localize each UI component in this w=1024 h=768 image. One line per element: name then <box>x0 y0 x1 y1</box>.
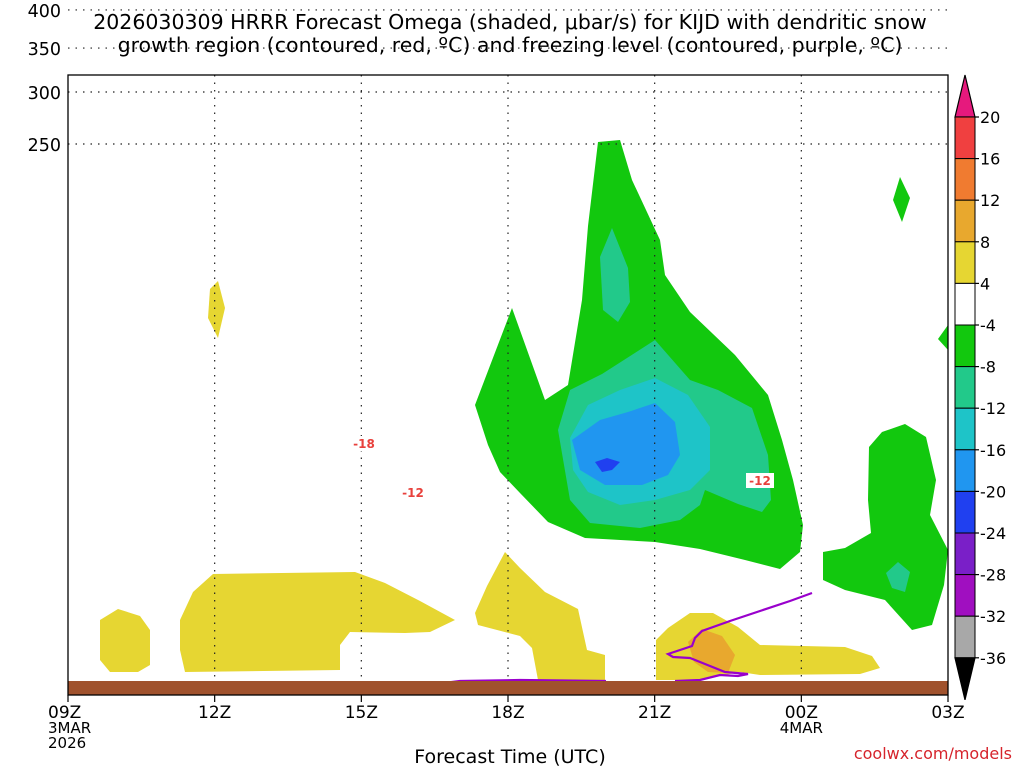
colorbar-swatch <box>954 366 976 409</box>
x-tick-label: 09Z <box>48 703 81 723</box>
plot-frame <box>67 74 949 696</box>
credit-text: coolwx.com/models <box>854 744 1012 763</box>
colorbar-swatch <box>954 324 976 368</box>
omega-region-ascent-small-1 <box>893 177 910 222</box>
colorbar-label: -28 <box>980 566 1006 585</box>
colorbar-label: -20 <box>980 482 1006 501</box>
colorbar-label: -32 <box>980 607 1006 626</box>
omega-region-ascent-east <box>823 424 948 630</box>
x-tick-label: 12Z <box>198 703 231 723</box>
x-tick-label: 18Z <box>491 703 524 723</box>
omega-region-positive-1 <box>100 609 150 672</box>
omega-region-positive-2 <box>180 572 455 672</box>
contour-label-minus-12-left: -12 <box>402 486 424 500</box>
colorbar-swatch <box>954 241 976 284</box>
colorbar: 20 16 12 8 4 -4 -8 -12 -16 -20 -24 -28 -32 -36 <box>954 74 1006 700</box>
colorbar-label: -4 <box>980 316 996 335</box>
plot-area: -18 -12 -12 <box>67 9 949 702</box>
colorbar-label: 4 <box>980 274 990 293</box>
colorbar-swatch <box>954 282 976 326</box>
colorbar-label: 16 <box>980 150 1000 169</box>
x-tick-label: 4MAR <box>780 719 823 737</box>
colorbar-swatch <box>954 490 976 534</box>
x-axis-title: Forecast Time (UTC) <box>414 746 605 768</box>
omega-region-positive-5 <box>208 281 225 338</box>
colorbar-label: -12 <box>980 399 1006 418</box>
colorbar-label: -8 <box>980 358 996 377</box>
colorbar-swatch <box>954 574 976 617</box>
colorbar-swatch <box>954 74 976 118</box>
contour-label-minus-12-right: -12 <box>749 474 771 488</box>
colorbar-swatch <box>954 199 976 243</box>
colorbar-swatch <box>954 158 976 201</box>
colorbar-swatch <box>954 449 976 492</box>
chart-title-line-1: 2026030309 HRRR Forecast Omega (shaded, … <box>93 10 927 34</box>
colorbar-label: 12 <box>980 191 1000 210</box>
omega-region-positive-3 <box>475 552 605 680</box>
omega-region-ascent-darkblue <box>595 458 620 472</box>
x-tick-label: 15Z <box>345 703 378 723</box>
colorbar-label: -36 <box>980 649 1006 668</box>
chart-title-line-2: growth region (contoured, red, ºC) and f… <box>118 33 903 57</box>
ground-surface <box>68 681 948 695</box>
x-tick-label: 03Z <box>931 703 964 723</box>
colorbar-swatch <box>954 657 976 700</box>
y-axis-labels: 2503003504004505005506006507007508008509… <box>28 2 61 156</box>
colorbar-swatch <box>954 532 976 576</box>
x-tick-label: 2026 <box>48 734 86 752</box>
contour-label-bg-minus-12-left <box>398 485 428 500</box>
x-tick-label: 00Z <box>785 703 818 723</box>
y-tick-label: 300 <box>28 84 61 104</box>
omega-region-ascent-small-2 <box>938 325 948 350</box>
colorbar-label: -24 <box>980 524 1006 543</box>
y-tick-label: 250 <box>28 136 61 156</box>
contour-label-bg-minus-12-right <box>746 473 774 488</box>
omega-region-ascent-teal-3 <box>886 562 910 592</box>
x-axis-ticks <box>67 75 949 702</box>
colorbar-label: 8 <box>980 233 990 252</box>
colorbar-swatch <box>954 116 976 160</box>
colorbar-label: -16 <box>980 441 1006 460</box>
x-tick-label: 21Z <box>638 703 671 723</box>
omega-shading <box>100 140 948 680</box>
y-tick-label: 400 <box>28 2 61 22</box>
x-tick-label: 3MAR <box>48 719 91 737</box>
y-tick-label: 350 <box>28 40 61 60</box>
omega-region-ascent-teal-1 <box>600 228 630 322</box>
colorbar-label: 20 <box>980 108 1000 127</box>
colorbar-swatch <box>954 407 976 451</box>
contour-label-bg-minus-18 <box>350 436 378 451</box>
colorbar-swatch <box>954 615 976 659</box>
contour-label-minus-18: -18 <box>353 437 375 451</box>
